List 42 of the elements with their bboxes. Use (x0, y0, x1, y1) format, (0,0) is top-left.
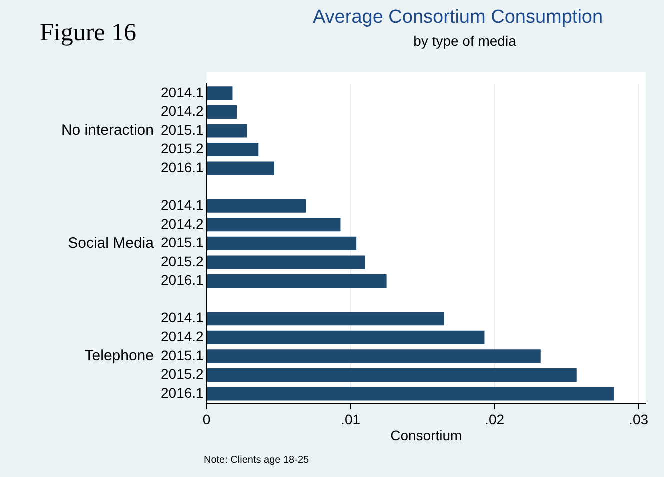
x-tick-label: 0 (202, 412, 211, 428)
bar (207, 387, 614, 401)
bar (207, 350, 541, 364)
bar (207, 330, 485, 344)
x-tick-label: .03 (629, 412, 649, 428)
y-tick-label: 2014.1 (160, 84, 204, 100)
text: Social Media (68, 234, 155, 252)
text: No interaction (61, 122, 154, 140)
y-tick-label: 2014.1 (160, 196, 204, 213)
bar (207, 142, 259, 157)
x-tick-label: .01 (341, 412, 361, 428)
y-tick-label: 2014.2 (160, 328, 204, 344)
bar (207, 199, 306, 213)
bar (207, 124, 248, 138)
bar (207, 105, 238, 119)
bar (207, 274, 387, 288)
chart-title: Average Consortium Consumption (312, 7, 604, 28)
text: Telephone (84, 348, 154, 365)
x-axis-title: Consortium (390, 427, 462, 444)
bar (207, 162, 274, 176)
chart-subtitle: by type of media (414, 32, 517, 49)
y-tick-label: 2015.1 (160, 234, 204, 251)
y-tick-label: 2015.2 (160, 140, 204, 157)
y-tick-label: 2015.2 (160, 366, 204, 382)
bar (207, 218, 341, 232)
y-tick-label: 2016.1 (160, 384, 204, 401)
caption: Figure 16 (40, 20, 137, 47)
y-tick-label: 2015.1 (160, 347, 204, 364)
bar (207, 256, 366, 270)
y-tick-label: 2016.1 (160, 272, 204, 288)
y-tick-label: 2016.1 (160, 159, 204, 176)
y-tick-label: 2014.2 (160, 103, 204, 120)
x-tick-label: .02 (485, 412, 505, 428)
bar (207, 312, 444, 326)
y-tick-label: 2015.2 (160, 253, 204, 270)
y-tick-label: 2015.1 (160, 122, 204, 138)
y-tick-label: 2014.1 (160, 310, 204, 326)
bar (207, 86, 233, 100)
text: Note: Clients age 18-25 (204, 454, 310, 466)
y-tick-label: 2014.2 (160, 216, 204, 232)
bar (207, 236, 357, 250)
bar (207, 368, 577, 382)
